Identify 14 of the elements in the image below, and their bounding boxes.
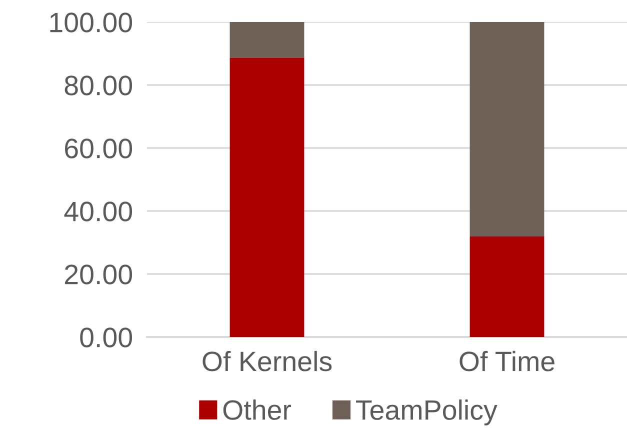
x-tick-label: Of Time bbox=[460, 350, 554, 372]
y-tick-label: 40.00 bbox=[64, 202, 132, 222]
bar bbox=[470, 236, 544, 337]
bar bbox=[230, 22, 304, 58]
y-tick-label: 20.00 bbox=[65, 264, 132, 284]
y-tick-label: 0.00 bbox=[80, 328, 132, 348]
y-tick-label: 80.00 bbox=[64, 76, 132, 96]
legend-label: Other bbox=[223, 400, 292, 420]
y-tick-label: 60.00 bbox=[65, 138, 132, 158]
bar bbox=[470, 22, 544, 237]
legend-label: TeamPolicy bbox=[356, 400, 498, 426]
x-tick-label: Of Kernels bbox=[202, 350, 332, 372]
bar bbox=[230, 58, 304, 337]
y-tick-label: 100.00 bbox=[50, 12, 132, 32]
